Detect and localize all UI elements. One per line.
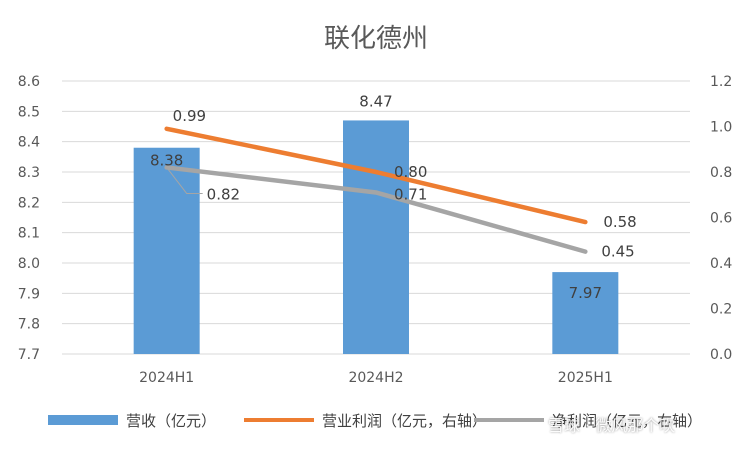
chart-title: 联化德州 xyxy=(323,24,428,54)
legend-swatch-net-profit xyxy=(474,418,544,422)
legend-swatch-revenue xyxy=(48,415,118,425)
legend-label-net-profit: 净利润（亿元，右轴） xyxy=(552,411,703,430)
watermark: 雪球 · 微风那个吹 xyxy=(548,416,676,435)
legend-label-operating-profit: 营业利润（亿元，右轴） xyxy=(322,411,488,430)
bar xyxy=(552,272,619,354)
data-labels: 8.38 8.47 7.97 0.99 0.80 0.58 0.82 0.71 0.45 xyxy=(150,92,637,302)
bar-data-label: 8.47 xyxy=(359,92,392,110)
line-net-profit xyxy=(164,165,588,254)
right-tick-label: 0.4 xyxy=(710,256,732,272)
left-tick-label: 7.9 xyxy=(18,286,40,302)
net-profit-label: 0.45 xyxy=(601,243,634,261)
leader-line xyxy=(166,167,203,194)
left-tick-label: 8.4 xyxy=(18,135,40,151)
bar xyxy=(343,120,409,354)
left-axis: 7.7 7.8 7.9 8.0 8.1 8.2 8.3 8.4 8.5 8.6 xyxy=(18,74,40,363)
right-tick-label: 0.2 xyxy=(710,302,732,318)
right-tick-label: 1.0 xyxy=(710,120,732,136)
bar-data-label: 7.97 xyxy=(569,284,602,302)
legend-label-revenue: 营收（亿元） xyxy=(126,411,217,430)
legend-swatch-operating-profit xyxy=(244,418,314,422)
x-tick-label: 2024H2 xyxy=(348,370,403,386)
right-tick-label: 1.2 xyxy=(710,74,732,90)
line-series xyxy=(164,126,588,254)
x-tick-label: 2024H1 xyxy=(139,370,194,386)
x-axis: 2024H1 2024H2 2025H1 xyxy=(139,370,613,386)
net-profit-label: 0.71 xyxy=(394,185,427,203)
left-tick-label: 7.8 xyxy=(18,317,40,333)
left-tick-label: 8.1 xyxy=(18,226,40,242)
right-tick-label: 0.6 xyxy=(710,211,732,227)
x-tick-label: 2025H1 xyxy=(558,370,613,386)
legend-item-operating-profit: 营业利润（亿元，右轴） xyxy=(244,408,487,432)
right-tick-label: 0.8 xyxy=(710,165,732,181)
bar xyxy=(133,147,200,354)
left-tick-label: 8.5 xyxy=(18,104,40,120)
legend-item-net-profit: 净利润（亿元，右轴） xyxy=(474,408,702,432)
legend-item-revenue: 营收（亿元） xyxy=(48,408,216,432)
line-operating-profit xyxy=(164,126,588,225)
left-tick-label: 8.0 xyxy=(18,256,40,272)
operating-profit-label: 0.99 xyxy=(173,107,206,125)
left-tick-label: 7.7 xyxy=(18,347,40,363)
bar-series xyxy=(133,120,619,354)
left-tick-label: 8.6 xyxy=(18,74,40,90)
operating-profit-label: 0.58 xyxy=(603,213,636,231)
net-profit-label: 0.82 xyxy=(207,185,240,203)
operating-profit-label: 0.80 xyxy=(394,163,427,181)
left-tick-label: 8.2 xyxy=(18,195,40,211)
left-tick-label: 8.3 xyxy=(18,165,40,181)
bar-data-label: 8.38 xyxy=(150,152,183,170)
right-axis: 0.0 0.2 0.4 0.6 0.8 1.0 1.2 xyxy=(710,74,732,363)
right-tick-label: 0.0 xyxy=(710,347,732,363)
legend: 营收（亿元） 营业利润（亿元，右轴） 净利润（亿元，右轴） xyxy=(0,408,752,432)
